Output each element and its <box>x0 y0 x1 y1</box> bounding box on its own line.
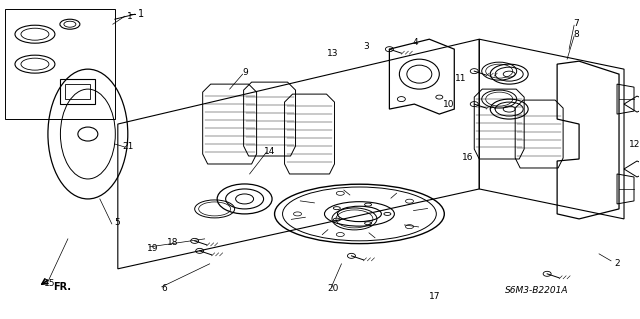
Text: 1: 1 <box>138 9 144 19</box>
Text: S6M3-B2201A: S6M3-B2201A <box>505 286 568 294</box>
Text: 1: 1 <box>127 12 132 21</box>
Text: 18: 18 <box>167 238 179 247</box>
Text: 13: 13 <box>327 49 338 58</box>
Text: 10: 10 <box>442 100 454 108</box>
Text: 6: 6 <box>162 284 168 293</box>
Text: 12: 12 <box>629 139 640 149</box>
Text: 20: 20 <box>328 284 339 293</box>
Bar <box>60 79 95 104</box>
Text: 2: 2 <box>614 259 620 268</box>
Text: 11: 11 <box>454 74 466 83</box>
Text: 9: 9 <box>243 68 248 77</box>
Text: 8: 8 <box>573 30 579 39</box>
Bar <box>65 84 90 99</box>
Text: 3: 3 <box>364 42 369 51</box>
Text: 17: 17 <box>429 292 440 301</box>
Text: 7: 7 <box>573 19 579 28</box>
Text: 14: 14 <box>264 146 275 156</box>
Text: 21: 21 <box>122 142 134 151</box>
Text: FR.: FR. <box>53 282 71 292</box>
Text: 19: 19 <box>147 244 159 253</box>
Text: 16: 16 <box>461 152 473 161</box>
Text: 5: 5 <box>114 219 120 227</box>
Text: 4: 4 <box>413 38 418 47</box>
Text: 15: 15 <box>44 279 56 288</box>
